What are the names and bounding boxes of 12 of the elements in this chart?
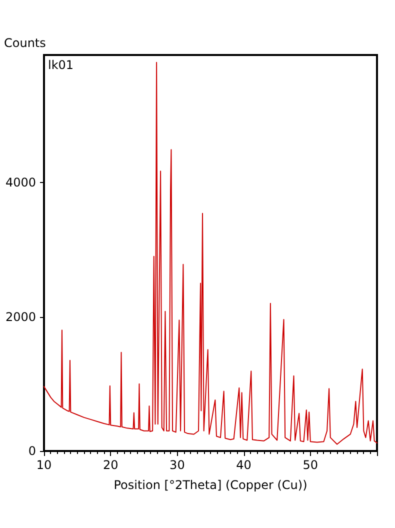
x-tick-label: 10 [36, 458, 52, 472]
x-axis-title: Position [°2Theta] (Copper (Cu)) [114, 478, 308, 492]
annotation: lk01 [48, 58, 74, 72]
y-axis-title: Counts [4, 36, 46, 50]
y-tick-label: 0 [28, 444, 36, 458]
x-tick-label: 50 [302, 458, 318, 472]
x-tick-label: 30 [170, 458, 185, 472]
x-tick-label: 20 [102, 458, 118, 472]
y-tick-label: 4000 [5, 176, 36, 190]
line-series [44, 62, 378, 445]
y-tick-label: 2000 [5, 310, 36, 324]
x-tick-label: 40 [236, 458, 252, 472]
